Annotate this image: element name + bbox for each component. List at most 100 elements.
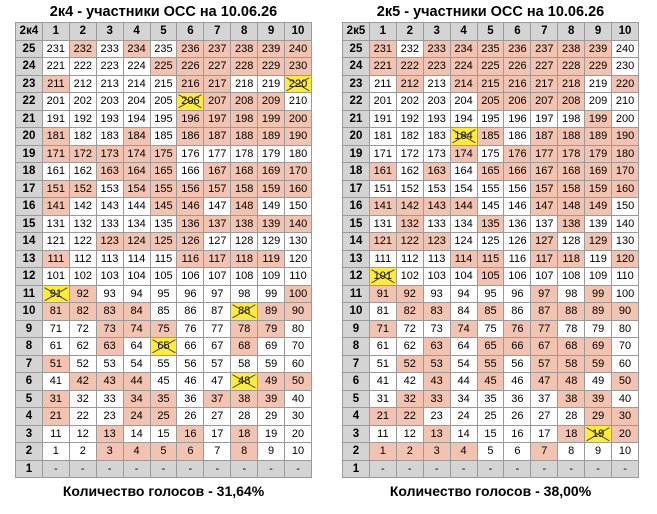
- apartment-cell-voted: 92: [68, 284, 97, 303]
- apartment-cell-voted: 225: [476, 57, 505, 76]
- apartment-cell: 95: [476, 284, 505, 303]
- apartment-cell: 31: [368, 389, 397, 408]
- apartment-cell-voted: 125: [149, 232, 178, 251]
- apartment-cell: 107: [530, 267, 559, 286]
- apartment-cell-voted: 117: [530, 249, 559, 268]
- apartment-cell: 128: [557, 232, 586, 251]
- apartment-cell: 211: [368, 74, 397, 93]
- apartment-cell: 105: [149, 267, 178, 286]
- apartment-cell: 212: [68, 74, 97, 93]
- apartment-cell-voted: 126: [176, 232, 205, 251]
- apartment-cell-voted: 206: [503, 92, 532, 111]
- floor-label: 8: [342, 337, 370, 356]
- floor-label: 9: [15, 319, 43, 338]
- apartment-cell-empty: -: [284, 459, 312, 478]
- apartment-cell-voted: 3: [95, 442, 124, 461]
- apartment-cell-voted: 129: [584, 232, 613, 251]
- apartment-cell: 191: [41, 109, 70, 128]
- apartment-cell-voted: 89: [257, 302, 286, 321]
- apartment-cell-voted: 180: [611, 144, 639, 163]
- apartment-cell: 150: [611, 197, 639, 216]
- apartment-cell-voted: 177: [530, 144, 559, 163]
- apartment-cell-voted: 83: [95, 302, 124, 321]
- apartment-cell-voted: 190: [284, 127, 312, 146]
- apartment-cell: 132: [68, 214, 97, 233]
- floor-label: 9: [342, 319, 370, 338]
- apartment-cell: 60: [611, 354, 639, 373]
- apartment-cell: 172: [395, 144, 424, 163]
- apartment-cell: 69: [257, 337, 286, 356]
- column-header: 4: [449, 22, 478, 41]
- table-row: 19 171 172 173 174 175 176 177 178 179 180: [15, 144, 312, 163]
- apartment-cell-voted: 161: [368, 162, 397, 181]
- column-header: 9: [257, 22, 286, 41]
- apartment-cell: 11: [368, 424, 397, 443]
- apartment-cell: 129: [257, 232, 286, 251]
- apartment-cell: 11: [41, 424, 70, 443]
- floor-label: 23: [15, 74, 43, 93]
- apartment-cell: 219: [584, 74, 613, 93]
- apartment-cell-voted: 151: [41, 179, 70, 198]
- apartment-cell-empty: -: [176, 459, 205, 478]
- apartment-cell: 20: [284, 424, 312, 443]
- apartment-cell-empty: -: [584, 459, 613, 478]
- table-row: 21 191 192 193 194 195 196 197 198 199 200: [342, 109, 639, 128]
- column-header: 3: [422, 22, 451, 41]
- apartment-cell: 52: [68, 354, 97, 373]
- apartment-cell-voted: 199: [584, 109, 613, 128]
- apartment-cell-voted: 157: [530, 179, 559, 198]
- apartment-cell-voted: 167: [203, 162, 232, 181]
- apartment-cell: 57: [203, 354, 232, 373]
- apartment-cell: 127: [203, 232, 232, 251]
- apartment-cell: 32: [68, 389, 97, 408]
- apartment-cell-voted: 37: [203, 389, 232, 408]
- apartment-cell-voted: 53: [422, 354, 451, 373]
- apartment-cell: 186: [503, 127, 532, 146]
- apartment-cell: 67: [203, 337, 232, 356]
- apartment-cell-voted: 214: [449, 74, 478, 93]
- apartment-cell: 23: [422, 407, 451, 426]
- cross-mark-icon: [586, 426, 610, 441]
- apartment-cell-voted: 221: [368, 57, 397, 76]
- apartment-cell-voted: 139: [257, 214, 286, 233]
- apartment-cell: 41: [368, 372, 397, 391]
- apartment-cell-voted: 185: [476, 127, 505, 146]
- apartment-cell-cancelled: 184: [449, 127, 478, 146]
- apartment-cell: 61: [41, 337, 70, 356]
- apartment-cell-voted: 211: [41, 74, 70, 93]
- apartment-cell: 104: [122, 267, 151, 286]
- apartment-cell-voted: 224: [449, 57, 478, 76]
- cross-mark-icon: [44, 286, 68, 301]
- apartment-cell: 124: [449, 232, 478, 251]
- apartment-cell-voted: 77: [530, 319, 559, 338]
- apartment-cell-empty: -: [530, 459, 559, 478]
- apartment-cell: 77: [203, 319, 232, 338]
- apartment-cell: 33: [95, 389, 124, 408]
- apartment-cell-voted: 116: [176, 249, 205, 268]
- apartment-cell: 62: [395, 337, 424, 356]
- apartments-grid-2k4: 2к4 1 2 3 4 5 6 7 8 9 10 25 231 232 233 234 235 236 237 238…: [15, 22, 312, 478]
- apartment-cell-voted: 50: [284, 372, 312, 391]
- apartment-cell-voted: 39: [584, 389, 613, 408]
- apartment-cell-voted: 168: [557, 162, 586, 181]
- apartment-cell: 112: [395, 249, 424, 268]
- apartment-cell: 41: [41, 372, 70, 391]
- floor-label: 24: [15, 57, 43, 76]
- apartment-cell: 55: [149, 354, 178, 373]
- apartment-cell: 125: [476, 232, 505, 251]
- column-header-row: 2к5 1 2 3 4 5 6 7 8 9 10: [342, 22, 639, 41]
- apartment-cell-voted: 239: [257, 39, 286, 58]
- apartment-cell-voted: 143: [422, 197, 451, 216]
- table-row: 1----------: [15, 459, 312, 478]
- apartment-cell-voted: 79: [257, 319, 286, 338]
- apartment-cell-voted: 2: [395, 442, 424, 461]
- column-header: 1: [368, 22, 397, 41]
- apartment-cell-voted: 156: [176, 179, 205, 198]
- apartment-cell: 46: [503, 372, 532, 391]
- floor-label: 25: [342, 39, 370, 58]
- floor-label: 1: [342, 459, 370, 478]
- apartment-cell-voted: 120: [611, 249, 639, 268]
- apartment-cell: 197: [530, 109, 559, 128]
- floor-label: 20: [342, 127, 370, 146]
